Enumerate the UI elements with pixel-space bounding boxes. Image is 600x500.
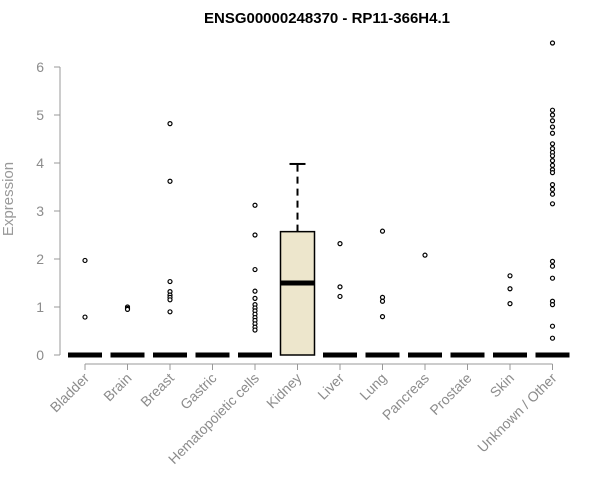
y-axis-title: Expression — [0, 162, 17, 236]
outlier-point — [549, 182, 556, 188]
outlier-point — [549, 112, 556, 118]
outlier-point — [82, 257, 88, 264]
y-tick-label: 6 — [36, 59, 44, 75]
outlier-point — [549, 162, 556, 168]
outlier-point — [549, 335, 556, 341]
outlier-point — [549, 275, 556, 281]
box-group — [238, 202, 272, 358]
x-tick-label: Lung — [356, 370, 389, 403]
x-tick-label: Breast — [137, 370, 177, 410]
outlier-point — [252, 288, 258, 294]
outlier-point — [549, 130, 556, 136]
y-tick-label: 0 — [36, 347, 44, 363]
outlier-point — [337, 241, 343, 247]
box-group — [365, 228, 400, 358]
outlier-point — [549, 258, 556, 264]
outlier-point — [507, 301, 513, 307]
outlier-point — [549, 107, 556, 113]
outlier-point — [252, 327, 258, 333]
outlier-point — [379, 228, 386, 234]
x-tick-label: Prostate — [426, 370, 474, 418]
outlier-point — [549, 153, 556, 159]
outlier-point — [379, 314, 386, 320]
outlier-point — [167, 309, 173, 315]
box-group — [408, 252, 442, 358]
outlier-point — [252, 295, 258, 301]
x-tick-label: Brain — [100, 370, 134, 404]
outlier-point — [549, 170, 556, 176]
x-tick-label: Unknown / Other — [474, 370, 560, 456]
outlier-point — [549, 186, 556, 192]
outlier-point — [507, 273, 513, 279]
y-tick-label: 5 — [36, 107, 44, 123]
box-group — [153, 121, 187, 358]
outlier-point — [252, 266, 258, 273]
outlier-point — [167, 297, 173, 303]
outlier-point — [549, 201, 556, 207]
outlier-point — [549, 124, 556, 130]
outlier-point — [252, 232, 258, 238]
box-group — [110, 304, 145, 358]
outlier-point — [252, 202, 258, 208]
y-tick-label: 1 — [36, 299, 44, 315]
outlier-point — [124, 306, 131, 312]
outlier-point — [549, 323, 556, 329]
x-tick-label: Skin — [487, 370, 518, 401]
boxes-layer — [68, 40, 570, 358]
box-group — [535, 40, 570, 358]
chart-title: ENSG00000248370 - RP11-366H4.1 — [204, 10, 450, 27]
x-tick-label: Pancreas — [379, 370, 432, 423]
box-group — [323, 241, 357, 358]
y-tick-label: 2 — [36, 251, 44, 267]
outlier-point — [379, 298, 386, 304]
outlier-point — [549, 40, 556, 46]
outlier-point — [549, 158, 556, 164]
outlier-point — [167, 278, 173, 285]
box — [279, 230, 316, 356]
outlier-point — [422, 252, 428, 258]
y-tick-label: 4 — [36, 155, 44, 171]
box-group — [68, 257, 102, 358]
y-axis: 0 1 2 3 4 5 6 — [36, 59, 61, 363]
outlier-point — [549, 191, 556, 197]
outlier-point — [549, 263, 556, 269]
outlier-point — [549, 118, 556, 124]
x-tick-label: Bladder — [47, 370, 93, 416]
x-tick-label: Liver — [314, 370, 347, 403]
outlier-point — [167, 121, 173, 127]
outlier-point — [337, 284, 343, 290]
outlier-point — [82, 314, 88, 320]
outlier-point — [167, 178, 173, 184]
outlier-point — [507, 286, 513, 292]
box-group — [279, 162, 316, 356]
outlier-point — [549, 141, 556, 147]
outlier-point — [337, 293, 343, 300]
box-group — [493, 273, 527, 358]
y-tick-label: 3 — [36, 203, 44, 219]
outlier-point — [549, 302, 556, 308]
x-tick-label: Kidney — [263, 370, 305, 412]
